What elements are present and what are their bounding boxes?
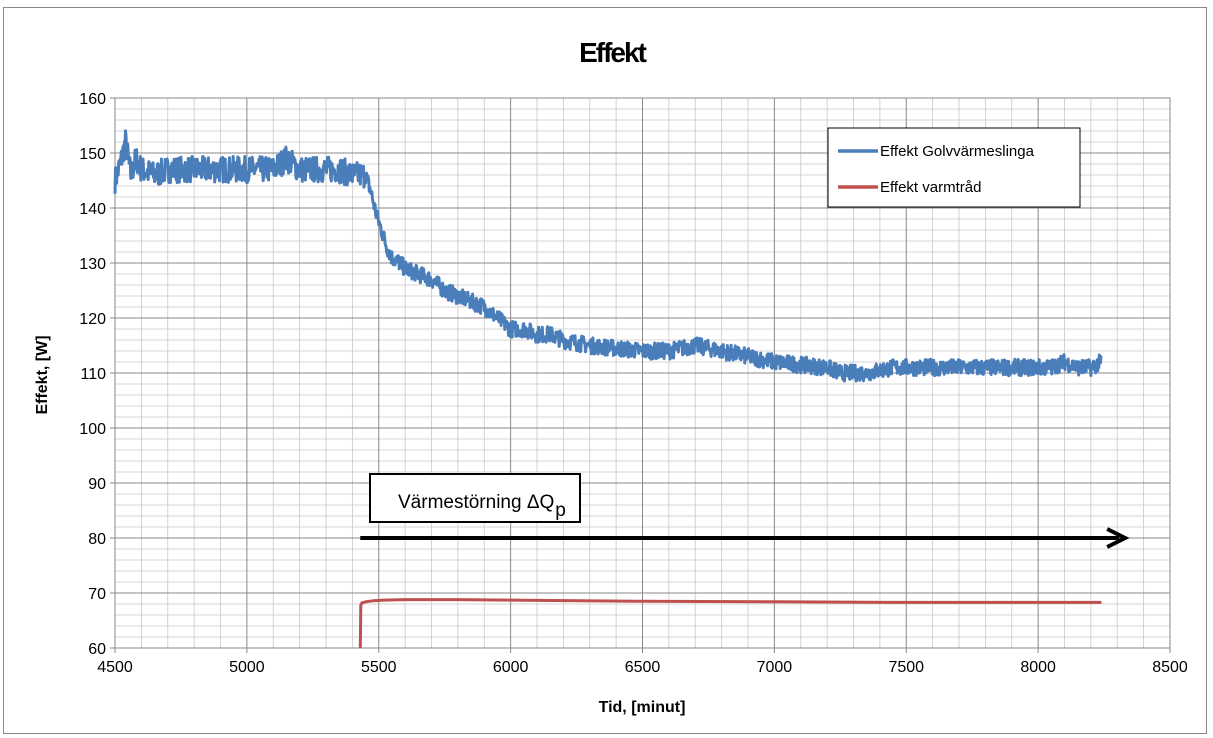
- axes: 4500 5000 5500 6000 6500 7000 7500 8000 8500 60 70…: [79, 91, 1188, 676]
- series-line-golvvarmeslinga: [113, 129, 1103, 383]
- y-tick-label: 150: [79, 146, 106, 163]
- legend: Effekt Golvvärmeslinga Effekt varmtråd: [827, 127, 1081, 208]
- series-line-varmtrad: [358, 598, 1102, 649]
- x-tick-label: 8000: [1020, 659, 1056, 676]
- y-tick-label: 70: [88, 586, 106, 603]
- y-tick-label: 60: [88, 641, 106, 658]
- y-tick-label: 80: [88, 531, 106, 548]
- y-tick-label: 160: [79, 91, 106, 108]
- x-tick-label: 8500: [1152, 659, 1188, 676]
- y-tick-label: 130: [79, 256, 106, 273]
- annotation-text: Värmestörning ΔQ: [398, 492, 554, 513]
- x-axis-label: Tid, [minut]: [599, 699, 686, 716]
- arrowhead-icon: [1106, 527, 1130, 549]
- legend-box: [827, 127, 1081, 208]
- x-tick-label: 5500: [361, 659, 397, 676]
- x-tick-label: 6000: [493, 659, 529, 676]
- plot-border: [114, 97, 1171, 649]
- y-tick-label: 110: [80, 366, 106, 383]
- x-tick-label: 5000: [229, 659, 265, 676]
- series-group: [113, 129, 1103, 649]
- annotation-subscript: p: [555, 500, 566, 521]
- annotation-group: Värmestörning ΔQ p: [360, 473, 1130, 549]
- y-tick-label: 140: [79, 201, 106, 218]
- x-tick-label: 7000: [757, 659, 793, 676]
- y-tick-label: 90: [88, 476, 106, 493]
- annotation-box: [369, 473, 581, 523]
- legend-entry: Effekt varmtråd: [880, 179, 981, 196]
- x-tick-label: 4500: [97, 659, 133, 676]
- x-tick-label: 6500: [625, 659, 661, 676]
- chart-title: Effekt: [579, 37, 646, 68]
- y-tick-label: 120: [79, 311, 106, 328]
- x-tick-label: 7500: [888, 659, 924, 676]
- y-axis-label: Effekt, [W]: [34, 335, 51, 414]
- legend-entry: Effekt Golvvärmeslinga: [880, 143, 1035, 160]
- y-tick-label: 100: [79, 421, 106, 438]
